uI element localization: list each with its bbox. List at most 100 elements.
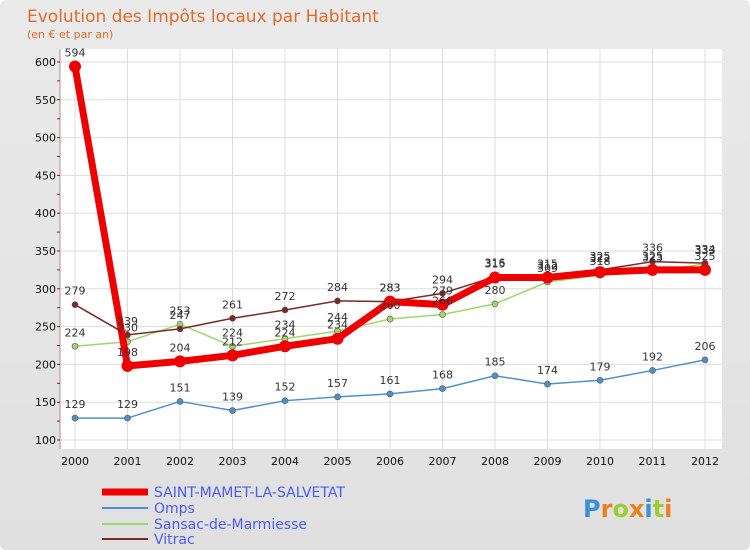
data-label: 283 <box>380 282 401 295</box>
data-point <box>489 271 501 284</box>
data-label: 315 <box>485 257 506 270</box>
data-label: 261 <box>222 298 243 311</box>
y-tick-label: 100 <box>35 434 56 447</box>
y-axis: 100 150 200 250 300 350 400 450 500 550 600 <box>35 56 56 447</box>
legend-label: Omps <box>154 501 195 517</box>
data-label: 247 <box>170 309 191 322</box>
data-label: 333 <box>695 244 716 257</box>
data-point <box>229 314 236 322</box>
data-label: 336 <box>642 242 663 255</box>
data-point <box>439 311 446 318</box>
data-label: 272 <box>275 290 296 303</box>
data-label: 234 <box>275 319 296 332</box>
data-label: 230 <box>117 322 138 335</box>
data-point <box>594 266 606 279</box>
x-tick-label: 2003 <box>219 455 247 468</box>
data-point <box>281 397 289 404</box>
plot-background <box>60 49 722 449</box>
series-saint-mamet-la-salvetat <box>69 60 711 372</box>
data-point <box>71 301 79 308</box>
logo-letter: r <box>601 495 613 523</box>
y-tick-label: 300 <box>35 283 56 296</box>
x-tick-label: 2009 <box>534 455 562 468</box>
data-label: 179 <box>590 360 611 373</box>
data-point <box>331 332 344 345</box>
data-label: 224 <box>275 326 296 339</box>
data-point <box>121 359 134 372</box>
x-tick-label: 2005 <box>324 455 352 468</box>
data-point <box>649 367 656 374</box>
x-tick-label: 2007 <box>429 455 457 468</box>
y-tick-label: 350 <box>35 245 56 258</box>
data-label: 334 <box>695 243 716 256</box>
data-point <box>124 414 131 422</box>
proxiti-logo: Proxiti <box>583 495 672 523</box>
legend-label: SAINT-MAMET-LA-SALVETAT <box>154 485 345 501</box>
y-tick-label: 250 <box>35 321 56 334</box>
data-label: 224 <box>222 326 243 339</box>
grid-lines <box>57 49 722 449</box>
data-point <box>646 263 659 276</box>
data-label: 185 <box>485 356 506 369</box>
x-tick-label: 2012 <box>691 455 719 468</box>
data-point <box>386 315 394 323</box>
data-label: 280 <box>485 284 506 297</box>
x-tick-label: 2000 <box>61 455 89 468</box>
data-label: 260 <box>380 299 401 312</box>
data-point <box>174 355 186 368</box>
logo-letter: i <box>664 495 672 523</box>
data-point <box>436 298 449 311</box>
x-axis: 2000 2001 2002 2003 2004 2005 2006 2007 2008 2009… <box>61 455 719 468</box>
data-point <box>596 376 604 384</box>
x-tick-label: 2006 <box>376 455 404 468</box>
data-label: 129 <box>117 398 138 411</box>
data-label: 157 <box>327 377 348 390</box>
data-point <box>279 340 291 353</box>
data-label: 168 <box>432 369 453 382</box>
data-label: 322 <box>590 252 611 265</box>
data-label: 204 <box>170 341 191 354</box>
data-point <box>334 297 341 305</box>
chart-title: Evolution des Impôts locaux par Habitant <box>27 7 379 27</box>
data-point <box>71 342 79 350</box>
y-tick-label: 450 <box>35 169 56 182</box>
logo-text: Proxiti <box>583 495 672 523</box>
data-point <box>229 342 236 350</box>
data-label: 323 <box>642 251 663 264</box>
data-label: 284 <box>327 281 348 294</box>
data-label: 318 <box>590 255 611 268</box>
data-label: 192 <box>642 350 663 363</box>
y-tick-label: 150 <box>35 396 56 409</box>
data-point <box>701 356 709 364</box>
data-label: 239 <box>117 315 138 328</box>
y-tick-label: 600 <box>35 56 56 69</box>
data-point <box>69 60 81 73</box>
data-point <box>176 398 184 405</box>
data-label: 174 <box>537 364 558 377</box>
data-point <box>386 390 394 398</box>
data-label: 594 <box>65 47 86 60</box>
x-tick-label: 2001 <box>114 455 142 468</box>
data-label: 312 <box>537 260 558 273</box>
data-point <box>71 414 79 422</box>
data-label: 315 <box>537 257 558 270</box>
data-label: 279 <box>432 285 453 298</box>
chart-subtitle: (en € et par an) <box>27 28 113 41</box>
data-label: 325 <box>590 250 611 263</box>
data-label: 244 <box>327 311 348 324</box>
legend-label: Sansac-de-Marmiesse <box>154 517 307 533</box>
y-tick-label: 500 <box>35 132 56 145</box>
data-point <box>334 393 341 401</box>
x-tick-label: 2004 <box>271 455 299 468</box>
y-tick-label: 400 <box>35 207 56 220</box>
series-group: 129 129 151 139 152 157 161 168 185 174 179 192 206 2… <box>65 47 716 422</box>
series-omps <box>71 356 709 422</box>
data-label: 266 <box>432 295 453 308</box>
data-label: 129 <box>65 398 86 411</box>
data-point <box>226 349 239 362</box>
data-point <box>699 263 711 276</box>
data-label: 316 <box>485 257 506 270</box>
